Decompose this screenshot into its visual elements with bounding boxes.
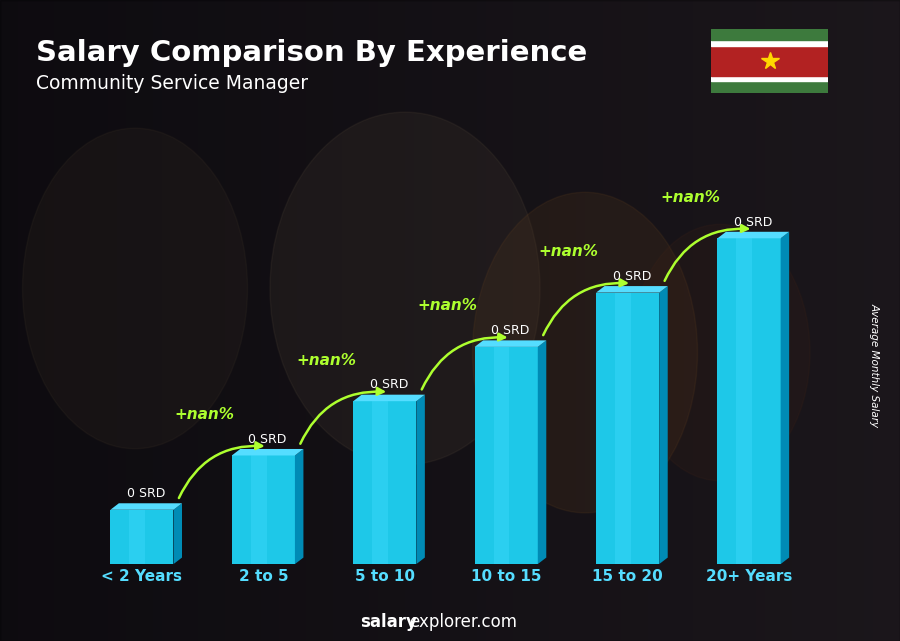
Bar	[232, 456, 295, 564]
Polygon shape	[174, 503, 182, 564]
Polygon shape	[538, 340, 546, 564]
Bar	[474, 347, 538, 564]
Polygon shape	[780, 232, 789, 564]
Polygon shape	[474, 340, 546, 347]
Bar	[711, 40, 828, 46]
Bar	[711, 76, 828, 81]
Bar	[130, 510, 145, 564]
Polygon shape	[111, 503, 182, 510]
Polygon shape	[659, 286, 668, 564]
Bar	[717, 238, 780, 564]
Bar	[111, 510, 174, 564]
Text: 0 SRD: 0 SRD	[734, 215, 772, 229]
Text: Community Service Manager: Community Service Manager	[36, 74, 308, 93]
Text: 0 SRD: 0 SRD	[613, 270, 651, 283]
Text: 0 SRD: 0 SRD	[370, 378, 409, 392]
Bar	[711, 29, 828, 40]
Bar	[596, 292, 659, 564]
Text: 0 SRD: 0 SRD	[248, 433, 287, 445]
Ellipse shape	[630, 224, 810, 481]
Polygon shape	[596, 286, 668, 292]
Polygon shape	[717, 232, 789, 238]
Text: explorer.com: explorer.com	[410, 613, 518, 631]
Bar	[353, 401, 417, 564]
Ellipse shape	[22, 128, 248, 449]
Bar	[711, 81, 828, 93]
Text: +nan%: +nan%	[296, 353, 356, 367]
Text: Average Monthly Salary: Average Monthly Salary	[869, 303, 880, 428]
Bar	[493, 347, 509, 564]
Polygon shape	[417, 395, 425, 564]
Polygon shape	[295, 449, 303, 564]
Bar	[736, 238, 752, 564]
Polygon shape	[353, 395, 425, 401]
Polygon shape	[232, 449, 303, 456]
Bar	[615, 292, 631, 564]
Text: Salary Comparison By Experience: Salary Comparison By Experience	[36, 39, 587, 67]
Bar	[711, 46, 828, 76]
Text: +nan%: +nan%	[175, 407, 235, 422]
Ellipse shape	[270, 112, 540, 465]
Text: +nan%: +nan%	[539, 244, 599, 259]
Text: 0 SRD: 0 SRD	[127, 487, 166, 500]
Bar	[251, 456, 266, 564]
Text: salary: salary	[360, 613, 417, 631]
Text: 0 SRD: 0 SRD	[491, 324, 530, 337]
Text: +nan%: +nan%	[418, 298, 477, 313]
Bar	[373, 401, 388, 564]
Text: +nan%: +nan%	[661, 190, 720, 204]
Ellipse shape	[472, 192, 698, 513]
